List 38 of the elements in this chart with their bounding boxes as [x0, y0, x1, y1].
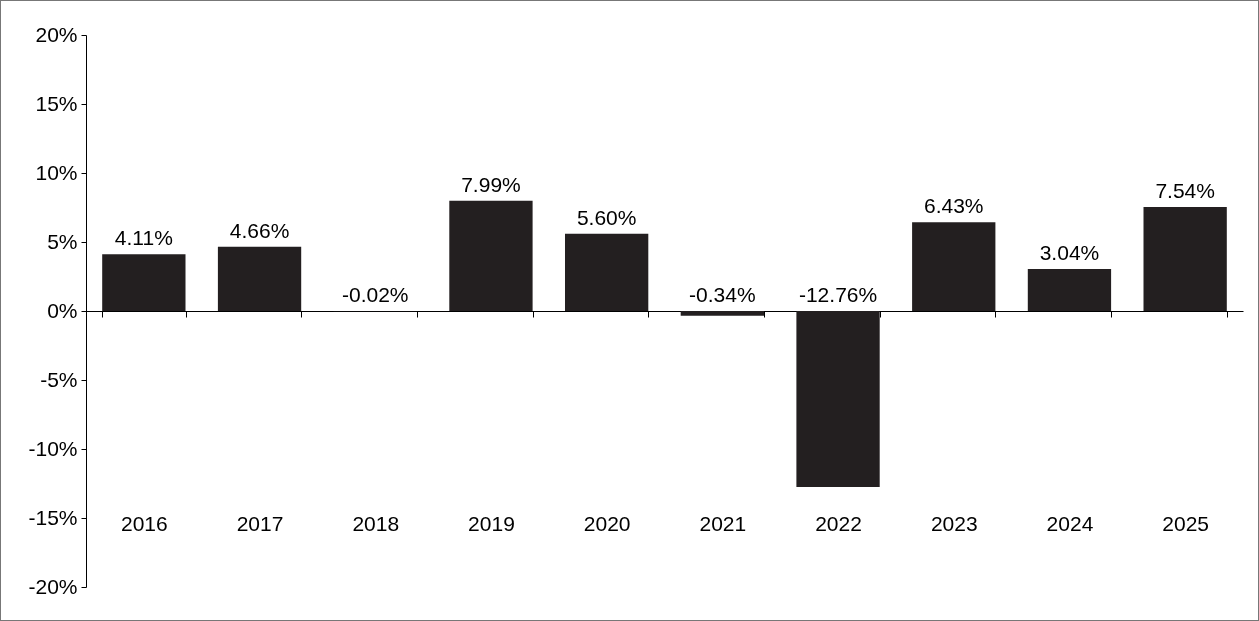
- data-label: 7.54%: [1155, 178, 1215, 202]
- y-tick-label: -5%: [40, 367, 78, 391]
- x-tick-label: 2016: [120, 511, 168, 535]
- bar: [449, 200, 533, 311]
- bar: [796, 311, 880, 488]
- bar: [680, 311, 764, 316]
- x-tick-label: 2018: [352, 511, 400, 535]
- x-tick-label: 2023: [930, 511, 978, 535]
- y-tick-label: 15%: [35, 91, 78, 115]
- data-label: 3.04%: [1039, 241, 1100, 265]
- data-label: -12.76%: [798, 283, 878, 306]
- y-tick-label: -10%: [28, 436, 78, 460]
- bar: [217, 246, 302, 311]
- y-tick-label: 10%: [35, 160, 78, 184]
- x-tick-label: 2020: [583, 511, 631, 535]
- bar: [1027, 269, 1112, 311]
- x-tick-label: 2024: [1046, 511, 1094, 535]
- data-label: 6.43%: [923, 194, 984, 218]
- bar: [912, 222, 996, 311]
- x-tick-label: 2022: [815, 511, 862, 535]
- data-label: -0.02%: [341, 283, 409, 306]
- x-tick-label: 2021: [699, 511, 747, 535]
- data-label: 4.11%: [114, 226, 173, 250]
- x-tick-label: 2017: [236, 511, 284, 535]
- bar: [102, 254, 186, 311]
- y-tick-label: -15%: [28, 505, 78, 529]
- y-tick-label: 0%: [47, 298, 78, 322]
- bar: [565, 233, 649, 311]
- data-label: -0.34%: [689, 283, 756, 306]
- y-tick-label: 5%: [47, 229, 78, 253]
- x-tick-label: 2019: [468, 511, 515, 535]
- data-label: 7.99%: [461, 172, 521, 196]
- bar: [1143, 206, 1227, 311]
- y-tick-label: 20%: [35, 22, 78, 46]
- y-tick-label: -20%: [28, 574, 78, 598]
- data-label: 5.60%: [576, 205, 637, 229]
- x-tick-label: 2025: [1162, 511, 1210, 535]
- data-label: 4.66%: [229, 218, 290, 242]
